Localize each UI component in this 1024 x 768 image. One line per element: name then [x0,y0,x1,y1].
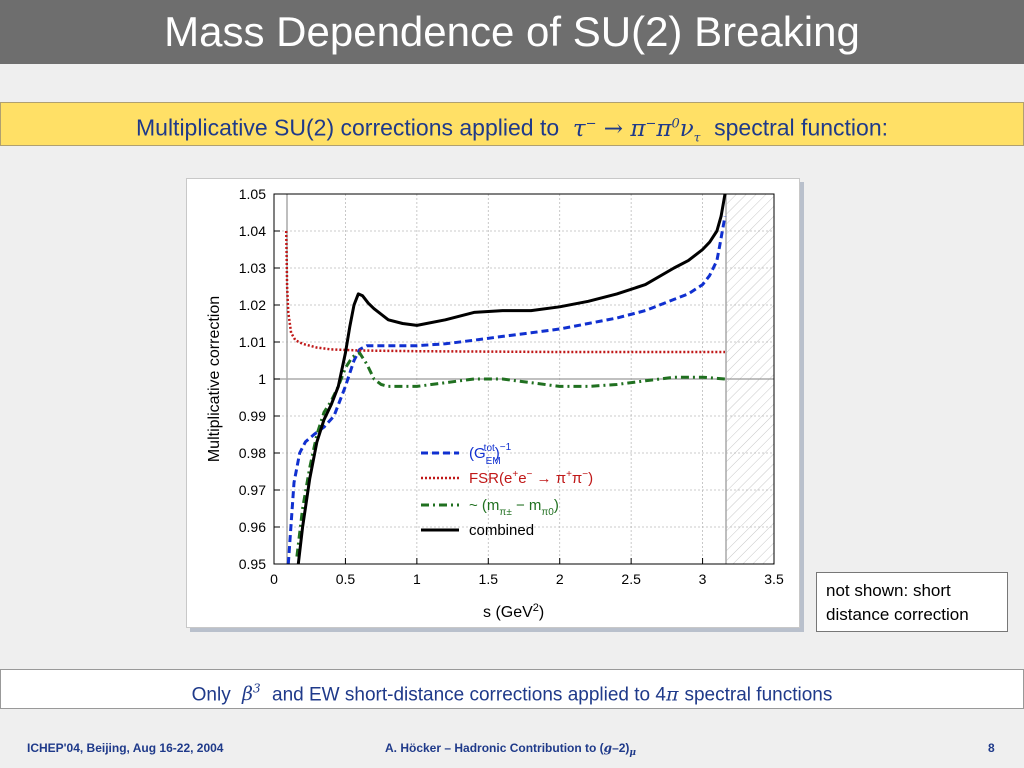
y-tick-label: 1 [258,371,266,387]
slide-title: Mass Dependence of SU(2) Breaking [164,8,860,55]
title-bar: Mass Dependence of SU(2) Breaking [0,0,1024,64]
x-tick-label: 1 [413,571,421,587]
y-axis-label: Multiplicative correction [206,296,223,462]
series-group [284,193,727,565]
y-tick-label: 1.03 [239,260,266,276]
pi-symbol: π [665,683,685,706]
subtitle-prefix: Multiplicative SU(2) corrections applied… [136,114,560,141]
correction-chart: 0 0.5 1 1.5 2 2.5 3 3.5 0.95 0.96 0.97 0.98 0.99 1 1.0… [206,186,784,621]
legend-label-g-tot: (GEMtot)−1 [469,442,512,467]
footer-author-text: A. Höcker – Hadronic Contribution to ( [385,741,604,755]
y-tick-label: 0.96 [239,519,266,535]
x-tick-label: 0 [270,571,278,587]
footer-author: A. Höcker – Hadronic Contribution to (g–… [385,741,636,758]
beta-cubed-symbol: β3 [236,682,261,706]
subtitle-box: Multiplicative SU(2) corrections applied… [0,102,1024,146]
x-tick-label: 2 [556,571,564,587]
series-mass-diff-line [295,351,726,557]
y-tick-label: 1.01 [239,334,266,350]
subtitle-suffix: spectral function: [714,114,888,141]
legend-label-fsr: FSR(e+e− → π+π−) [469,469,593,487]
x-axis-label: s (GeV2) [483,602,544,621]
x-tick-label: 2.5 [621,571,641,587]
note-text: not shown: short distance correction [826,581,969,624]
y-tick-label: 0.98 [239,445,266,461]
y-tick-label: 0.95 [239,556,266,572]
chart-container: 0 0.5 1 1.5 2 2.5 3 3.5 0.95 0.96 0.97 0.98 0.99 1 1.0… [186,178,804,632]
y-tick-label: 1.04 [239,223,266,239]
footer-mu-subscript: μ [629,748,636,758]
decay-formula: τ− → π−π0ντ [565,115,701,145]
y-tick-label: 0.97 [239,482,266,498]
legend-label-combined: combined [469,522,534,539]
y-tick-label: 0.99 [239,408,266,424]
footer-conference: ICHEP'04, Beijing, Aug 16-22, 2004 [27,741,224,755]
x-tick-label: 3.5 [764,571,784,587]
x-tick-label: 3 [699,571,707,587]
x-tick-label: 0.5 [336,571,356,587]
series-combined-line [296,193,727,565]
chart-panel: 0 0.5 1 1.5 2 2.5 3 3.5 0.95 0.96 0.97 0.98 0.99 1 1.0… [186,178,800,628]
footer-g-minus-two: g [603,741,613,755]
bottom-box: Only β3 and EW short-distance correction… [0,669,1024,709]
bottom-line: Only β3 and EW short-distance correction… [1,670,1023,714]
bottom-middle: and EW short-distance corrections applie… [272,684,666,706]
series-fsr-line [284,230,725,354]
tick-labels: 0 0.5 1 1.5 2 2.5 3 3.5 0.95 0.96 0.97 0.98 0.99 1 1.0… [239,186,784,587]
x-tick-label: 1.5 [479,571,499,587]
legend-label-mass-diff: ~ (mπ± − mπ0) [469,497,559,518]
y-tick-label: 1.02 [239,297,266,313]
legend: (GEMtot)−1 FSR(e+e− → π+π−) ~ (mπ± − mπ0… [421,442,593,539]
bottom-suffix: spectral functions [684,684,833,706]
footer-page-number: 8 [988,741,995,755]
subtitle-line: Multiplicative SU(2) corrections applied… [1,103,1023,145]
y-tick-label: 1.05 [239,186,266,202]
bottom-prefix: Only [191,684,231,706]
note-box: not shown: short distance correction [816,572,1008,632]
